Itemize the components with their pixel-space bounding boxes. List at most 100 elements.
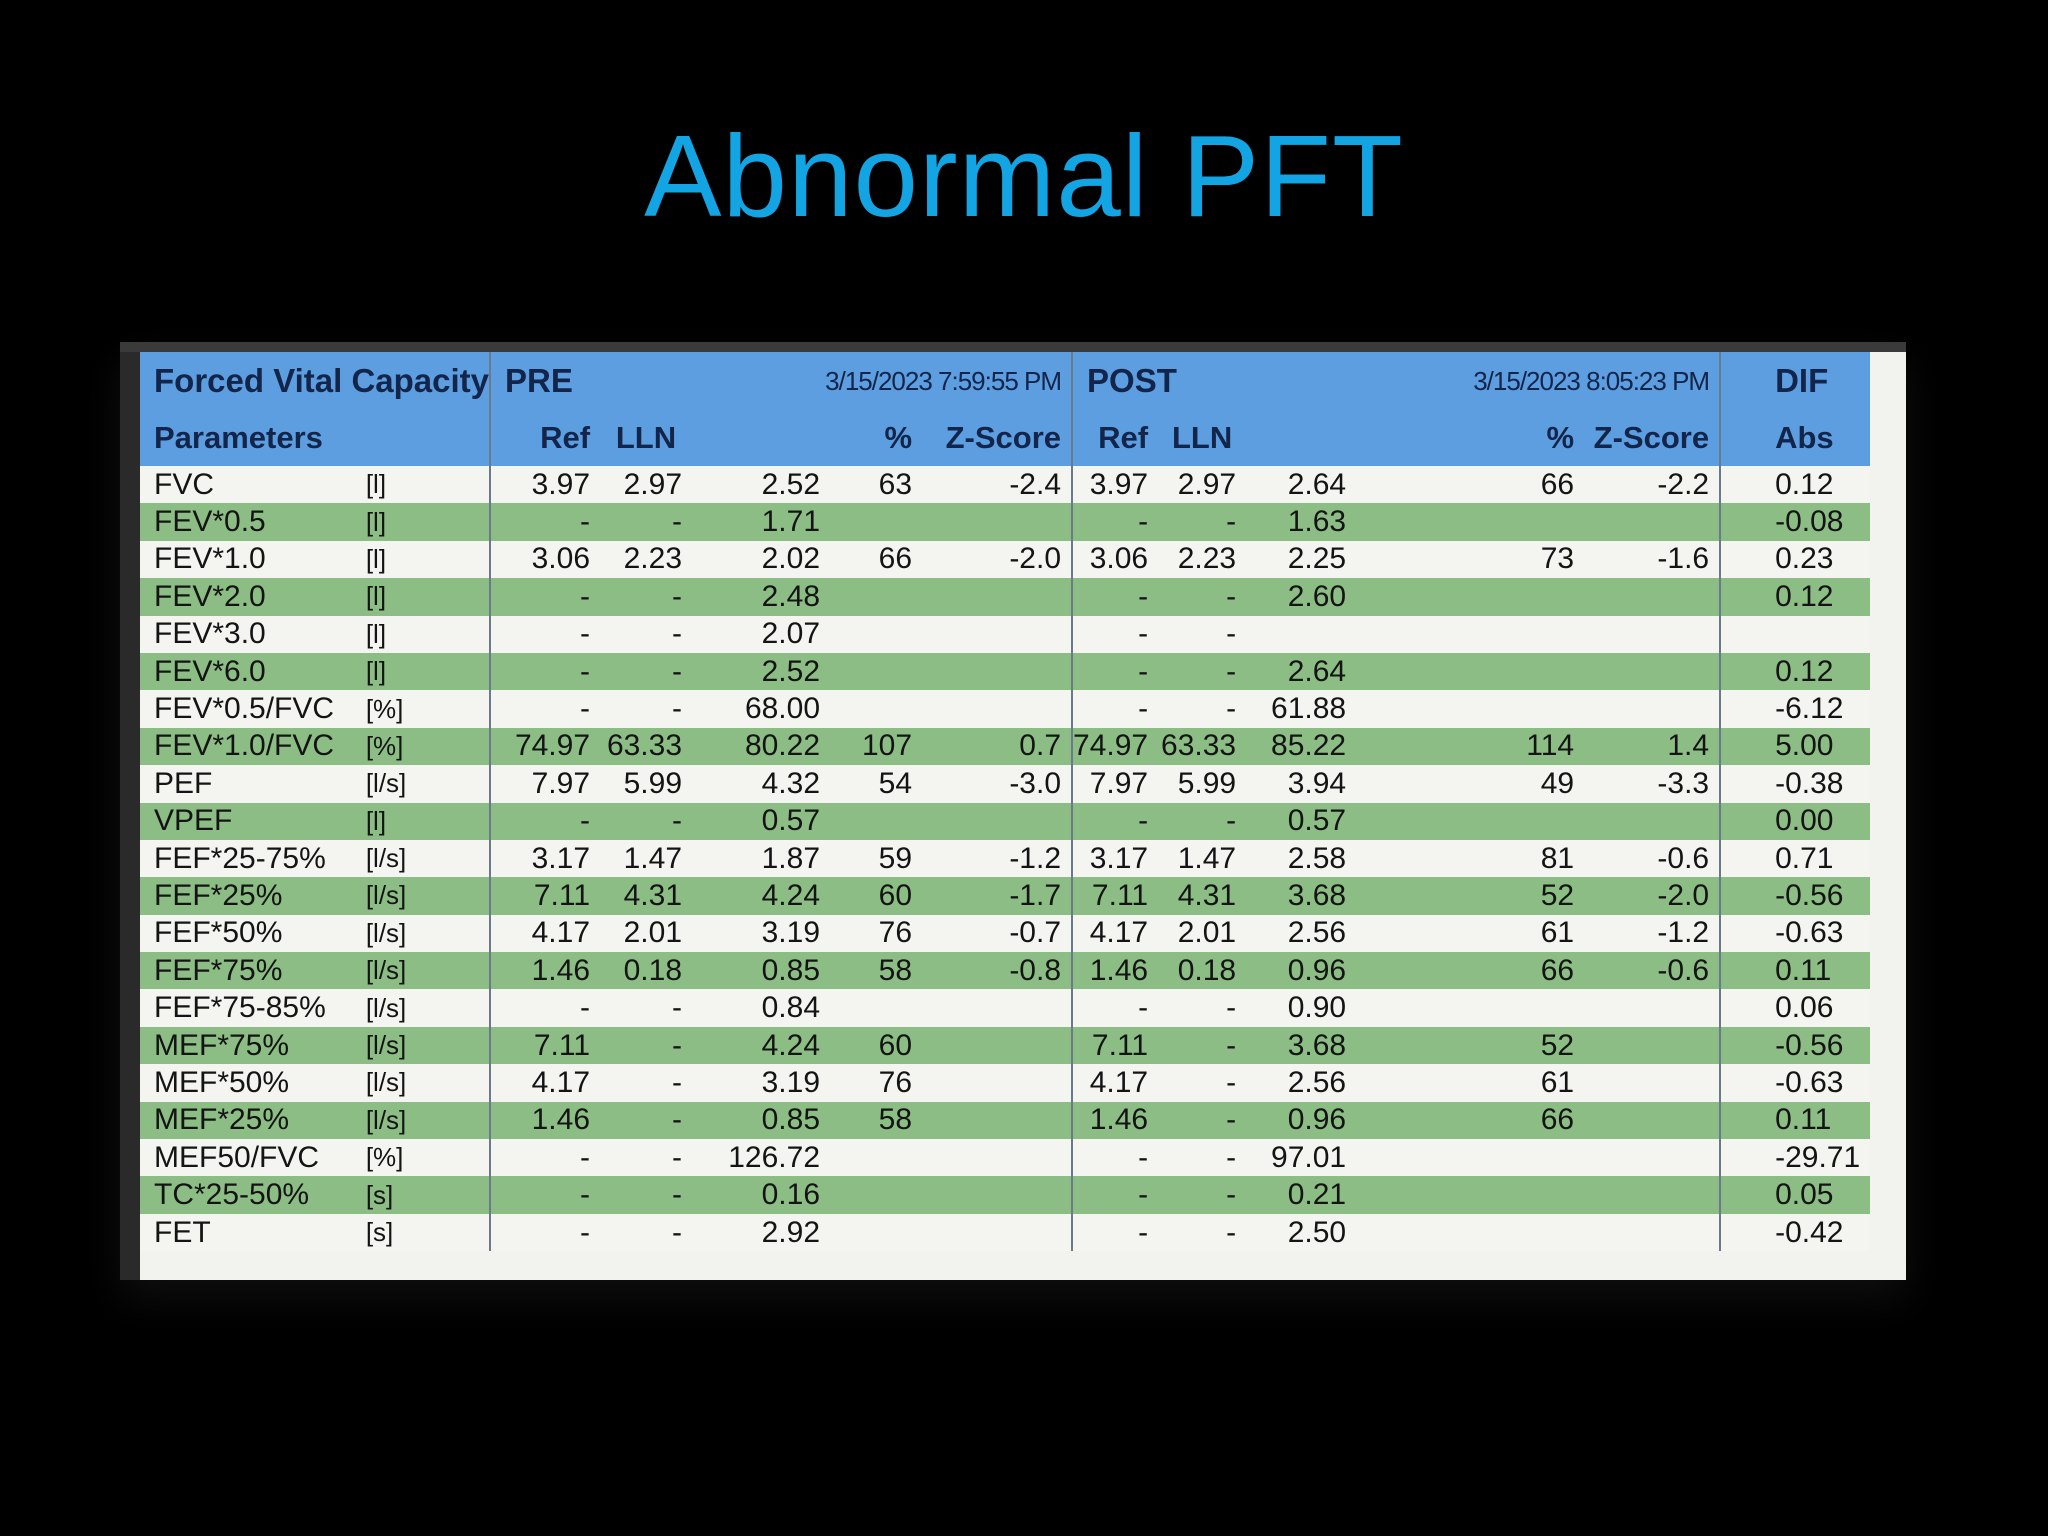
pre-datetime: 3/15/2023 7:59:55 PM	[692, 352, 1073, 410]
post-spacer	[1356, 1213, 1505, 1252]
pre-value: 1.71	[692, 503, 831, 541]
post-value: 1.63	[1246, 503, 1357, 541]
diff-abs: 5.00	[1719, 727, 1871, 766]
post-ref: -	[1071, 503, 1159, 541]
table-row: FVC [l] 3.97 2.97 2.52 63 -2.4 3.97 2.97 2.64 66 -2…	[140, 466, 1871, 504]
param-name: FEV*3.0	[140, 615, 366, 653]
pre-lln: -	[600, 802, 693, 840]
pre-value: 80.22	[692, 727, 831, 766]
post-pct: 73	[1504, 540, 1585, 579]
post-value: 0.57	[1246, 802, 1357, 840]
pre-ref: -	[489, 615, 601, 653]
pre-pct: 58	[830, 952, 923, 990]
param-unit: [l]	[365, 578, 491, 616]
post-spacer	[1356, 1101, 1505, 1140]
post-value: 85.22	[1246, 727, 1357, 766]
pre-pct: 60	[830, 1026, 923, 1065]
pre-lln: 4.31	[600, 877, 693, 915]
pre-ref: -	[489, 802, 601, 840]
pre-pct	[830, 503, 923, 541]
post-ref: 4.17	[1071, 1064, 1159, 1102]
table-row: FEF*50% [l/s] 4.17 2.01 3.19 76 -0.7 4.17 2.01 2.…	[140, 914, 1871, 953]
param-name: FEF*75%	[140, 952, 366, 990]
pre-z-score	[922, 1176, 1073, 1214]
pre-value: 2.52	[692, 466, 831, 504]
post-spacer	[1356, 839, 1505, 878]
post-z-score	[1584, 802, 1721, 840]
table-row: FEF*75-85% [l/s] - -0.84- -0.90 0.06	[140, 989, 1871, 1027]
diff-abs: 0.12	[1719, 466, 1871, 504]
post-spacer	[1356, 466, 1505, 504]
post-ref: -	[1071, 802, 1159, 840]
post-pct: 66	[1504, 952, 1585, 990]
pre-value: 3.19	[692, 914, 831, 953]
post-ref: 1.46	[1071, 952, 1159, 990]
post-lln-header: LLN	[1158, 410, 1247, 466]
param-unit: [l]	[365, 615, 491, 653]
param-unit: [l/s]	[365, 989, 491, 1027]
post-lln: -	[1158, 578, 1247, 616]
pre-pct	[830, 989, 923, 1027]
param-unit: [l/s]	[365, 952, 491, 990]
post-spacer	[1356, 1139, 1505, 1177]
post-spacer	[1356, 877, 1505, 915]
post-pct-header: %	[1504, 410, 1585, 466]
post-lln: 2.97	[1158, 466, 1247, 504]
post-z-score	[1584, 1026, 1721, 1065]
post-value: 2.64	[1246, 652, 1357, 691]
pft-table: Forced Vital Capacity PRE 3/15/2023 7:59…	[140, 352, 1871, 1252]
pre-z-score	[922, 690, 1073, 728]
pre-pct	[830, 690, 923, 728]
diff-abs: 0.12	[1719, 578, 1871, 616]
post-pct	[1504, 1213, 1585, 1252]
pre-pct	[830, 1176, 923, 1214]
post-spacer	[1356, 1064, 1505, 1102]
diff-abs: 0.71	[1719, 839, 1871, 878]
param-unit: [l]	[365, 466, 491, 504]
diff-abs: -0.56	[1719, 877, 1871, 915]
post-ref: -	[1071, 1213, 1159, 1252]
post-spacer	[1356, 1026, 1505, 1065]
post-ref: -	[1071, 690, 1159, 728]
pre-pct	[830, 578, 923, 616]
pre-z-score	[922, 989, 1073, 1027]
post-spacer	[1356, 690, 1505, 728]
diff-abs: -0.08	[1719, 503, 1871, 541]
post-pct: 52	[1504, 877, 1585, 915]
pre-value: 3.19	[692, 1064, 831, 1102]
param-name: PEF	[140, 765, 366, 803]
post-spacer	[1356, 578, 1505, 616]
param-name: FEV*0.5	[140, 503, 366, 541]
post-z-score	[1584, 615, 1721, 653]
param-name: MEF*50%	[140, 1064, 366, 1102]
post-lln: -	[1158, 1064, 1247, 1102]
post-lln: -	[1158, 1026, 1247, 1065]
post-lln: -	[1158, 802, 1247, 840]
table-row: FEV*2.0 [l] - -2.48- -2.60 0.12	[140, 578, 1871, 616]
pre-z-score	[922, 1026, 1073, 1065]
post-pct	[1504, 503, 1585, 541]
post-spacer	[1356, 914, 1505, 953]
diff-abs: -6.12	[1719, 690, 1871, 728]
post-lln: -	[1158, 652, 1247, 691]
param-unit: [l/s]	[365, 914, 491, 953]
pre-pct	[830, 1213, 923, 1252]
table-row: FEV*0.5 [l] - -1.71- -1.63 -0.08	[140, 503, 1871, 541]
post-pct	[1504, 989, 1585, 1027]
param-name: FVC	[140, 466, 366, 504]
pre-ref: 7.11	[489, 1026, 601, 1065]
post-ref: 74.97	[1071, 727, 1159, 766]
post-z-score	[1584, 1176, 1721, 1214]
pre-value: 1.87	[692, 839, 831, 878]
table-row: MEF*75% [l/s] 7.11-4.24 60 7.11-3.68 52 -0.56	[140, 1026, 1871, 1065]
post-lln: 1.47	[1158, 839, 1247, 878]
post-lln: -	[1158, 1176, 1247, 1214]
post-ref: -	[1071, 615, 1159, 653]
pre-z-score	[922, 1064, 1073, 1102]
param-name: FEF*25%	[140, 877, 366, 915]
post-value: 2.58	[1246, 839, 1357, 878]
post-z-score	[1584, 1213, 1721, 1252]
diff-abs: 0.00	[1719, 802, 1871, 840]
post-ref-header: Ref	[1071, 410, 1159, 466]
pre-z-score	[922, 615, 1073, 653]
